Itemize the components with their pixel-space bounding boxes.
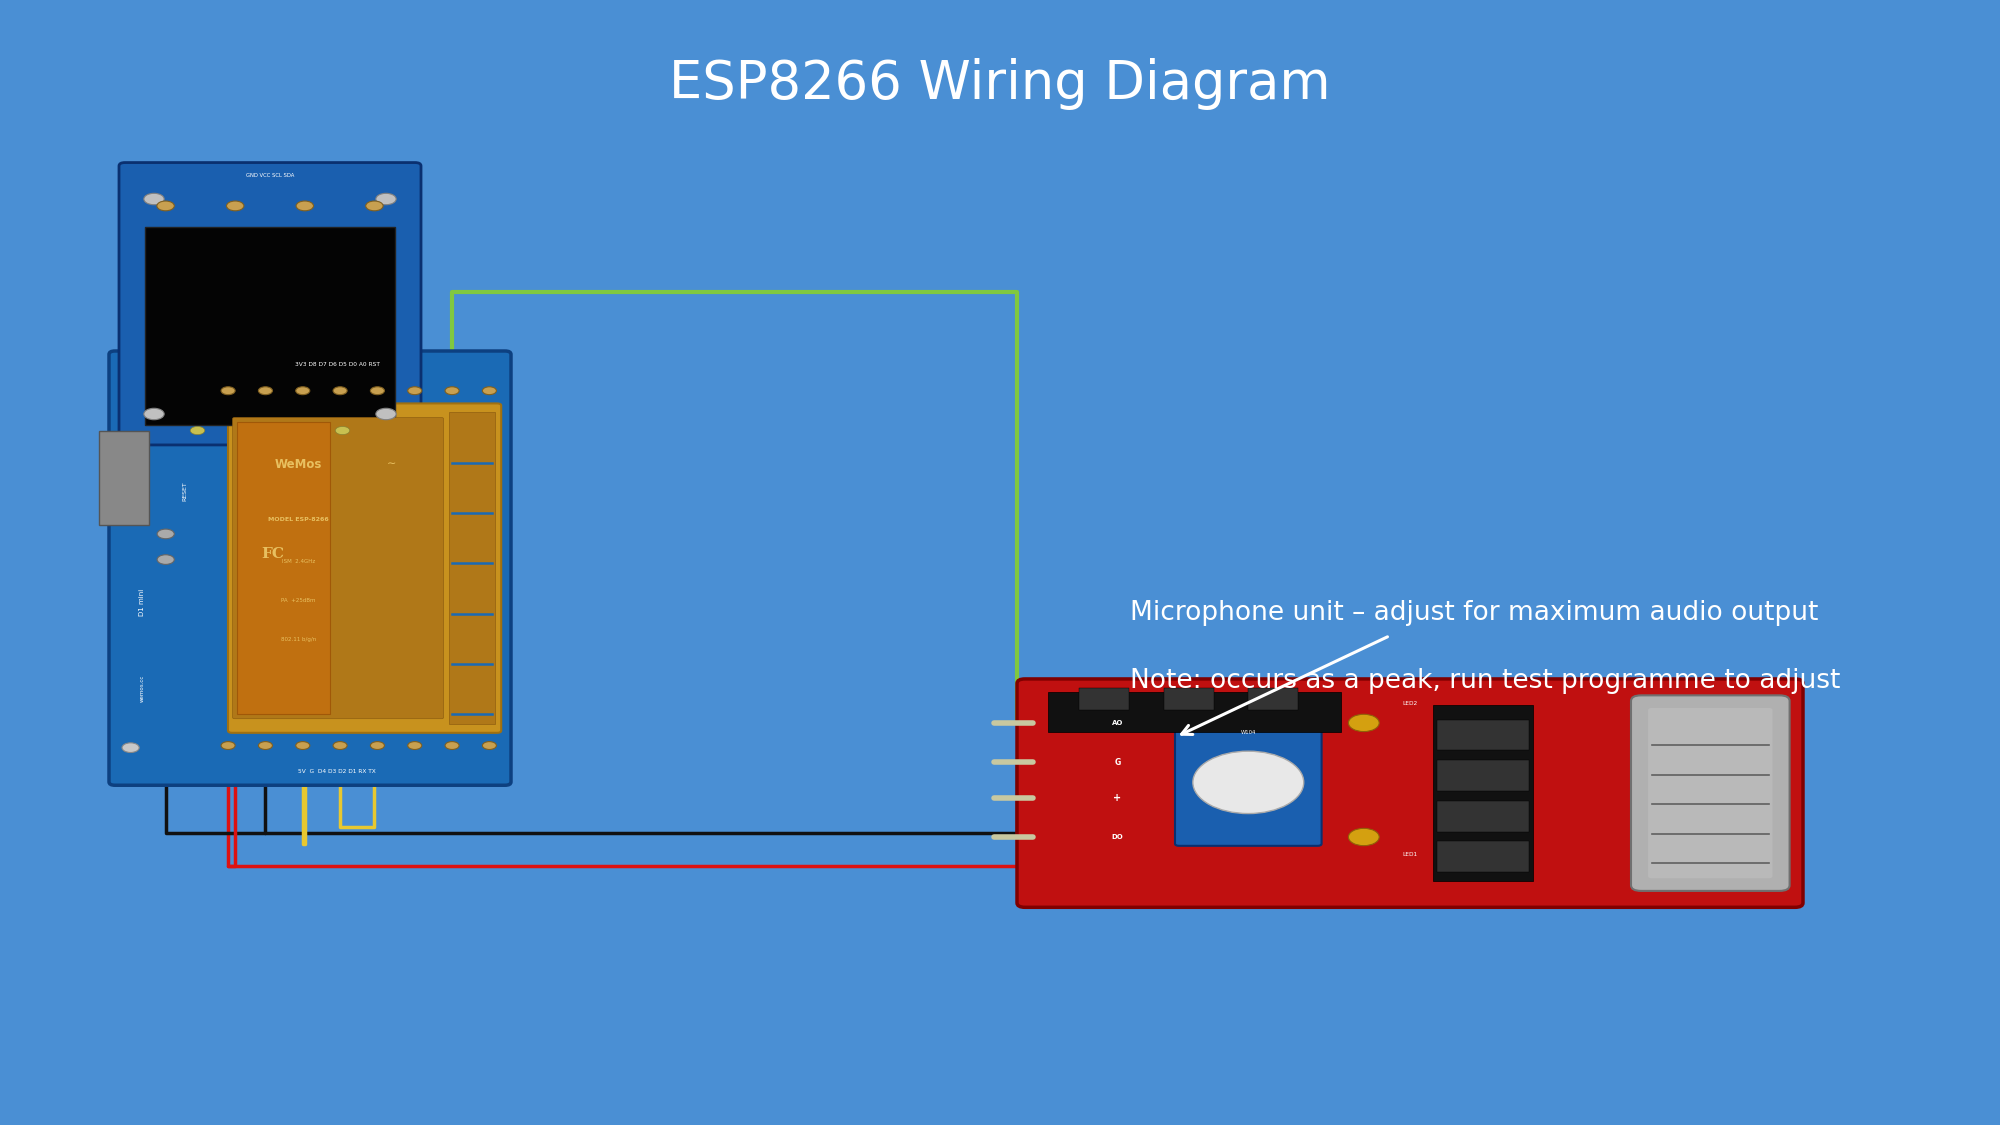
Circle shape <box>296 741 310 749</box>
FancyBboxPatch shape <box>450 412 494 724</box>
FancyBboxPatch shape <box>228 404 502 732</box>
Text: +: + <box>1114 792 1122 802</box>
Text: RESET: RESET <box>182 482 188 501</box>
Text: LED1: LED1 <box>1402 852 1418 857</box>
Circle shape <box>1348 828 1380 846</box>
FancyBboxPatch shape <box>1648 708 1772 879</box>
Text: GND VCC SCL SDA: GND VCC SCL SDA <box>246 173 294 178</box>
Text: MODEL ESP-8266: MODEL ESP-8266 <box>268 516 328 522</box>
Circle shape <box>376 408 396 420</box>
Text: DO: DO <box>1112 834 1124 840</box>
FancyBboxPatch shape <box>1164 687 1214 710</box>
FancyBboxPatch shape <box>1078 687 1128 710</box>
Circle shape <box>144 408 164 420</box>
FancyBboxPatch shape <box>238 422 330 714</box>
Circle shape <box>408 741 422 749</box>
Text: Note: occurs as a peak, run test programme to adjust: Note: occurs as a peak, run test program… <box>1130 667 1840 694</box>
Bar <box>146 226 394 425</box>
Text: 802.11 b/g/n: 802.11 b/g/n <box>280 637 316 642</box>
Circle shape <box>366 201 384 210</box>
FancyBboxPatch shape <box>1434 705 1534 881</box>
Text: Microphone unit – adjust for maximum audio output: Microphone unit – adjust for maximum aud… <box>1130 600 1818 627</box>
Text: D1 mini: D1 mini <box>140 588 146 616</box>
FancyBboxPatch shape <box>1248 687 1298 710</box>
Circle shape <box>370 741 384 749</box>
Circle shape <box>376 193 396 205</box>
Circle shape <box>370 387 384 395</box>
Circle shape <box>296 387 310 395</box>
Circle shape <box>334 741 348 749</box>
Circle shape <box>158 555 174 565</box>
Circle shape <box>408 387 422 395</box>
FancyBboxPatch shape <box>1436 720 1530 750</box>
Circle shape <box>158 529 174 539</box>
Circle shape <box>482 387 496 395</box>
Circle shape <box>122 742 140 753</box>
FancyBboxPatch shape <box>1632 695 1790 891</box>
FancyBboxPatch shape <box>98 431 148 525</box>
FancyBboxPatch shape <box>1436 801 1530 831</box>
FancyBboxPatch shape <box>1048 692 1340 731</box>
Circle shape <box>258 387 272 395</box>
Text: PA  +25dBm: PA +25dBm <box>282 598 316 603</box>
Text: LED2: LED2 <box>1402 701 1418 705</box>
Text: FC: FC <box>262 547 284 560</box>
FancyBboxPatch shape <box>232 417 444 719</box>
Circle shape <box>222 741 236 749</box>
Circle shape <box>446 387 460 395</box>
Circle shape <box>258 741 272 749</box>
Circle shape <box>226 201 244 210</box>
Circle shape <box>296 201 314 210</box>
Text: W104: W104 <box>1240 729 1256 735</box>
FancyBboxPatch shape <box>1436 842 1530 872</box>
Circle shape <box>1348 714 1380 731</box>
Circle shape <box>446 741 460 749</box>
Circle shape <box>334 387 348 395</box>
Text: ISM  2.4GHz: ISM 2.4GHz <box>282 559 314 564</box>
Text: wemos.cc: wemos.cc <box>140 674 144 702</box>
Text: AO: AO <box>1112 720 1124 726</box>
FancyBboxPatch shape <box>108 351 512 785</box>
Text: 5V  G  D4 D3 D2 D1 RX TX: 5V G D4 D3 D2 D1 RX TX <box>298 770 376 774</box>
Text: WeMos: WeMos <box>274 458 322 470</box>
Text: ∼: ∼ <box>386 459 396 469</box>
Circle shape <box>144 193 164 205</box>
Circle shape <box>156 201 174 210</box>
Circle shape <box>1192 752 1304 813</box>
FancyBboxPatch shape <box>1016 680 1804 907</box>
Text: G: G <box>1114 758 1120 767</box>
Circle shape <box>482 741 496 749</box>
FancyBboxPatch shape <box>1174 705 1322 846</box>
FancyBboxPatch shape <box>120 163 422 446</box>
Circle shape <box>190 426 204 434</box>
FancyBboxPatch shape <box>1436 760 1530 791</box>
Circle shape <box>336 426 350 434</box>
Circle shape <box>222 387 236 395</box>
Text: 3V3 D8 D7 D6 D5 D0 A0 RST: 3V3 D8 D7 D6 D5 D0 A0 RST <box>294 362 380 367</box>
Text: ESP8266 Wiring Diagram: ESP8266 Wiring Diagram <box>670 58 1330 110</box>
